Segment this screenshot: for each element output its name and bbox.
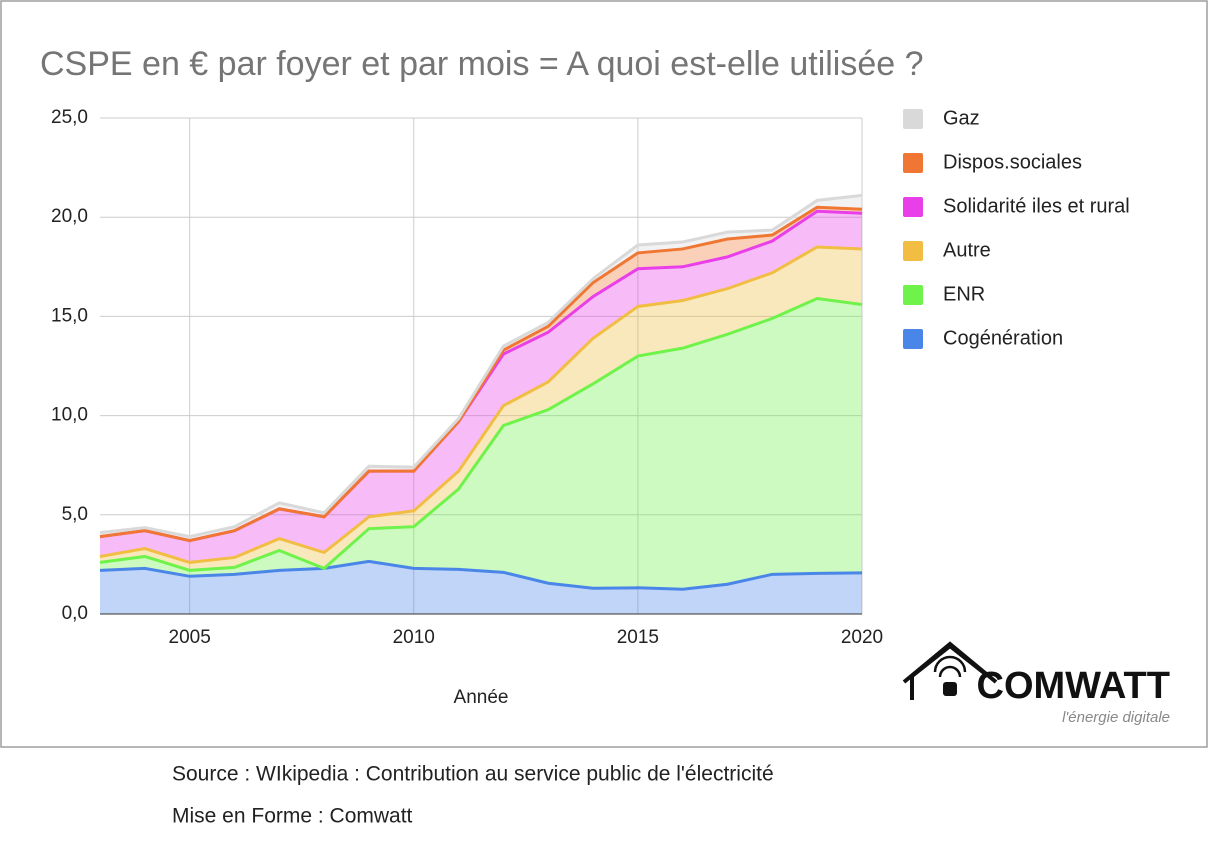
y-tick-label: 15,0: [51, 305, 88, 326]
y-tick-label: 20,0: [51, 206, 88, 227]
area-line: [99, 245, 863, 564]
area-line: [99, 297, 863, 572]
x-tick-label: 2010: [393, 627, 435, 648]
area-line: [99, 193, 863, 539]
source-note: Source : WIkipedia : Contribution au ser…: [172, 763, 774, 786]
logo-roof: [902, 641, 998, 684]
x-tick-label: 2005: [169, 627, 211, 648]
legend-label: ENR: [943, 283, 985, 305]
y-tick-label: 10,0: [51, 405, 88, 426]
area-fill: [100, 246, 862, 571]
plot-area: [99, 193, 863, 614]
credit-note: Mise en Forme : Comwatt: [172, 805, 413, 828]
y-tick-label: 25,0: [51, 107, 88, 128]
area-fill: [100, 561, 862, 614]
logo: COMWATT l'énergie digitale: [902, 641, 1170, 726]
logo-brand: COMWATT: [977, 665, 1170, 707]
legend-label: Dispos.sociales: [943, 151, 1082, 173]
chart-title: CSPE en € par foyer et par mois = A quoi…: [40, 45, 924, 83]
x-axis-label: Année: [454, 687, 509, 708]
y-tick-label: 0,0: [62, 603, 88, 624]
grid: [100, 117, 863, 615]
legend-swatch: [903, 241, 923, 261]
legend-swatch: [903, 109, 923, 129]
x-tick-label: 2020: [841, 627, 883, 648]
area-fill: [100, 211, 862, 563]
legend-swatch: [903, 285, 923, 305]
y-tick-label: 5,0: [62, 504, 88, 525]
legend-label: Autre: [943, 239, 991, 261]
logo-wifi: [933, 655, 967, 678]
legend-swatch: [903, 329, 923, 349]
legend-swatch: [903, 197, 923, 217]
legend-label: Gaz: [943, 107, 980, 129]
logo-plug: [943, 682, 957, 696]
legend-label: Cogénération: [943, 327, 1063, 349]
legend-swatch: [903, 153, 923, 173]
x-tick-label: 2015: [617, 627, 659, 648]
area-fill: [100, 298, 862, 590]
area-line: [99, 205, 863, 543]
chart-frame: [0, 0, 1208, 748]
area-line: [99, 559, 863, 591]
legend-label: Solidarité iles et rural: [943, 195, 1130, 217]
logo-tagline: l'énergie digitale: [1062, 709, 1170, 726]
